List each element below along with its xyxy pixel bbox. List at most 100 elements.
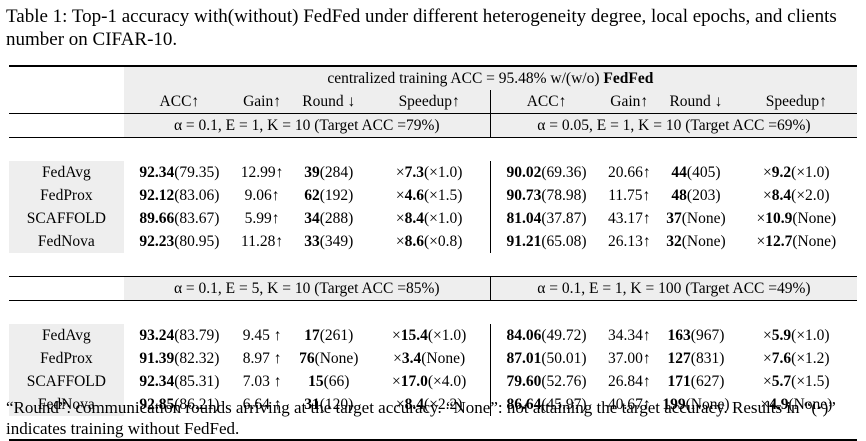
acc-cell-acc-bold: 90.02 [506,163,542,181]
acc-cell-acc-bold: 92.34 [139,372,175,390]
round-cell-round-bold: 33 [304,232,320,250]
method-name: FedAvg [9,161,124,184]
round-cell-right: 127(831) [656,347,735,370]
acc-cell-acc-bold: 89.66 [139,209,175,227]
gain-cell-right: 34.34↑ [602,324,656,347]
round-cell-round-rest: (405) [686,163,721,181]
acc-cell-right: 86.64(45.97) [490,393,602,416]
speedup-cell-spd-rest: (×1.0) [427,326,467,344]
speedup-cell-right: ×5.7(×1.5) [736,370,857,393]
gain-cell-gain: 26.13↑ [607,232,651,250]
speedup-cell-right: ×5.9(×1.0) [736,324,857,347]
col-header-round-right: Round ↓ [656,90,736,114]
round-cell-round-bold: 48 [671,186,687,204]
round-cell-round-rest: (None) [681,232,726,250]
speedup-cell-right: ×7.6(×1.2) [736,347,857,370]
round-cell-left: 33(349) [289,230,368,253]
speedup-cell-spd-pre: × [763,186,772,204]
acc-cell-acc-rest: (52.76) [541,372,587,390]
speedup-cell-spd-bold: 17.0 [400,372,428,390]
speedup-cell-left: ×8.6(×0.8) [368,230,491,253]
speedup-cell-spd-pre: × [763,372,772,390]
acc-cell-acc-rest: (85.31) [174,372,220,390]
speedup-cell-spd-pre: × [395,163,405,181]
col-header-round-left: Round ↓ [289,90,369,114]
round-cell-right: 48(203) [656,184,735,207]
acc-cell-left: 92.23(80.95) [124,230,235,253]
gain-cell-right: 40.67↑ [602,393,656,416]
method-name: SCAFFOLD [9,370,124,393]
gain-cell-right: 11.75↑ [602,184,656,207]
speedup-cell-left: ×4.6(×1.5) [368,184,491,207]
acc-cell-acc-bold: 84.06 [506,326,542,344]
acc-cell-acc-rest: (83.67) [174,209,220,227]
gain-cell-right: 37.00↑ [602,347,656,370]
setting-label-left: α = 0.1, E = 5, K = 10 (Target ACC =85%) [123,276,491,301]
round-cell-round-rest: (120) [319,395,354,413]
round-cell-round-rest: (284) [319,163,354,181]
gain-cell-left: 9.45 ↑ [235,324,289,347]
speedup-cell-spd-pre: × [756,209,766,227]
acc-cell-acc-bold: 92.12 [139,186,175,204]
round-cell-round-bold: 199 [662,395,686,413]
acc-cell-acc-bold: 86.64 [506,395,542,413]
speedup-cell-spd-bold: 7.6 [771,349,792,367]
speedup-cell-spd-bold: 4.9 [769,395,789,413]
round-cell-round-bold: 39 [304,163,320,181]
table-row: SCAFFOLD 92.34(85.31) 7.03 ↑ 15(66) ×17.0(×4… [9,370,857,393]
speedup-cell-spd-pre: × [395,232,405,250]
results-body: α = 0.1, E = 1, K = 10 (Target ACC =79%)… [9,113,857,441]
round-cell-round-rest: (967) [690,326,725,344]
round-cell-round-bold: 76 [299,349,315,367]
speedup-cell-spd-pre: × [393,349,402,367]
acc-cell-acc-bold: 91.39 [139,349,175,367]
round-cell-left: 62(192) [289,184,368,207]
gain-cell-right: 26.13↑ [602,230,656,253]
gain-cell-gain: 11.28↑ [241,232,284,250]
col-header-speedup-right: Speedup↑ [735,90,857,114]
round-cell-round-bold: 163 [667,326,691,344]
col-header-gain-right: Gain↑ [602,90,657,114]
method-name: FedNova [9,230,124,253]
gain-cell-right: 43.17↑ [602,207,656,230]
method-name: FedProx [9,347,124,370]
round-cell-round-bold: 37 [666,209,682,227]
acc-cell-acc-bold: 90.73 [506,186,542,204]
table-row: FedAvg 93.24(83.79) 9.45 ↑ 17(261) ×15.4(×1.… [9,324,857,347]
acc-cell-acc-rest: (65.08) [541,232,587,250]
round-cell-round-rest: (192) [319,186,354,204]
centralized-header: centralized training ACC = 95.48% w/(w/o… [123,65,857,90]
round-cell-right: 32(None) [656,230,735,253]
centralized-method: FedFed [603,69,654,87]
speedup-cell-left: ×7.3(×1.0) [368,161,491,184]
speedup-cell-spd-bold: 3.4 [401,349,422,367]
acc-cell-acc-bold: 87.01 [506,349,542,367]
round-cell-right: 163(967) [656,324,735,347]
round-cell-round-bold: 62 [304,186,320,204]
col-header-gain-left: Gain↑ [235,90,290,114]
acc-cell-left: 92.34(85.31) [124,370,235,393]
gain-cell-gain: 9.06↑ [244,186,280,204]
speedup-cell-left: ×8.4(×1.0) [368,207,491,230]
speedup-cell-spd-rest: (×1.0) [423,163,463,181]
speedup-cell-spd-bold: 8.4 [404,209,424,227]
centralized-text: centralized training ACC = 95.48% w/(w/o… [327,69,604,87]
round-cell-round-bold: 171 [667,372,691,390]
speedup-cell-spd-bold: 8.6 [404,232,424,250]
speedup-cell-spd-pre: × [395,395,405,413]
gain-cell-left: 6.64 ↑ [235,393,289,416]
speedup-cell-spd-bold: 12.7 [765,232,793,250]
speedup-cell-spd-rest: (×2.2) [423,395,463,413]
round-cell-right: 199(None) [656,393,735,416]
round-cell-left: 17(261) [289,324,368,347]
table-row: FedNova 92.23(80.95) 11.28↑ 33(349) ×8.6(×0.… [9,230,857,253]
gain-cell-left: 11.28↑ [235,230,289,253]
round-cell-round-bold: 31 [304,395,320,413]
column-header-row: ACC↑ Gain↑ Round ↓ Speedup↑ ACC↑ Gain↑ R… [9,90,857,114]
gain-cell-left: 5.99↑ [235,207,289,230]
gain-cell-gain: 34.34↑ [607,326,651,344]
speedup-cell-spd-bold: 10.9 [765,209,793,227]
speedup-cell-spd-rest: (×1.5) [423,186,463,204]
acc-cell-left: 92.12(83.06) [124,184,235,207]
speedup-cell-spd-bold: 5.7 [771,372,792,390]
